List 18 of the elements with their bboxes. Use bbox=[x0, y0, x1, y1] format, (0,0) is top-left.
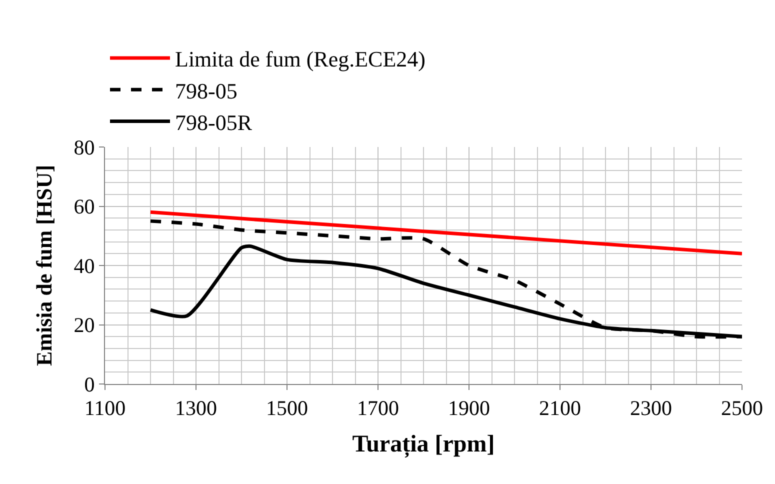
legend-label: 798-05 bbox=[175, 78, 238, 104]
legend-label: 798-05R bbox=[175, 110, 252, 135]
legend-label: Limita de fum (Reg.ECE24) bbox=[175, 46, 426, 72]
x-tick-label: 1100 bbox=[84, 396, 126, 420]
y-tick-label: 20 bbox=[74, 313, 95, 338]
x-tick-label: 2100 bbox=[539, 396, 581, 420]
y-tick-label: 0 bbox=[84, 372, 95, 396]
y-tick-label: 40 bbox=[74, 254, 95, 278]
x-tick-label: 2300 bbox=[630, 396, 672, 420]
x-tick-label: 1300 bbox=[175, 396, 217, 420]
x-tick-label: 2500 bbox=[721, 396, 763, 420]
y-tick-label: 80 bbox=[74, 135, 95, 160]
x-axis-title: Turația [rpm] bbox=[352, 432, 495, 458]
x-tick-label: 1700 bbox=[357, 396, 399, 420]
x-tick-label: 1900 bbox=[448, 396, 490, 420]
y-tick-label: 60 bbox=[74, 194, 95, 219]
y-axis-title: Emisia de fum [HSU] bbox=[32, 164, 57, 366]
x-tick-label: 1500 bbox=[266, 396, 308, 420]
